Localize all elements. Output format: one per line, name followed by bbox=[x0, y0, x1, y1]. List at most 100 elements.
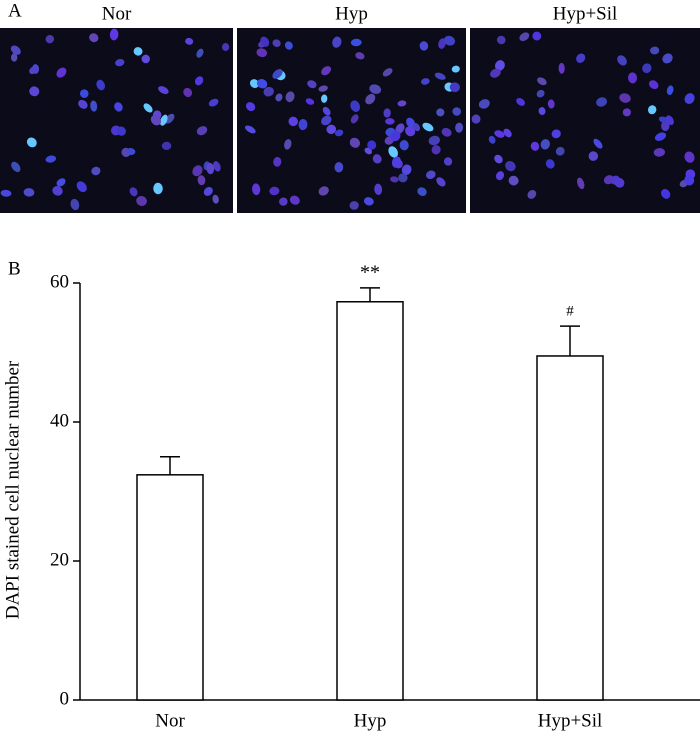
nucleus bbox=[436, 108, 445, 117]
nucleus bbox=[109, 28, 119, 41]
nucleus bbox=[365, 93, 376, 105]
nucleus bbox=[451, 65, 460, 73]
nucleus bbox=[349, 201, 359, 210]
nucleus bbox=[45, 155, 57, 163]
nucleus bbox=[272, 39, 281, 48]
nucleus bbox=[508, 175, 519, 186]
nucleus bbox=[650, 46, 660, 55]
micrograph bbox=[0, 28, 233, 213]
nucleus bbox=[530, 141, 540, 151]
nucleus bbox=[321, 115, 332, 126]
nucleus bbox=[537, 77, 547, 86]
nucleus bbox=[115, 58, 125, 67]
nucleus bbox=[197, 175, 206, 186]
nucleus bbox=[684, 151, 695, 163]
nucleus bbox=[420, 78, 430, 85]
nucleus bbox=[11, 161, 21, 173]
nucleus bbox=[449, 82, 460, 93]
nucleus bbox=[321, 66, 332, 76]
nucleus bbox=[165, 113, 175, 124]
nucleus bbox=[665, 115, 674, 126]
nucleus bbox=[332, 36, 342, 48]
nucleus bbox=[367, 140, 377, 150]
nucleus bbox=[192, 165, 203, 177]
nucleus bbox=[349, 137, 361, 148]
nucleus bbox=[538, 107, 546, 116]
nucleus bbox=[363, 197, 374, 206]
nucleus bbox=[326, 124, 337, 135]
nucleus bbox=[519, 32, 530, 42]
nucleus bbox=[29, 66, 37, 75]
image-label: Hyp bbox=[335, 3, 368, 24]
y-axis-label: DAPI stained cell nuclear number bbox=[2, 360, 23, 619]
nucleus bbox=[648, 80, 659, 90]
nucleus bbox=[369, 84, 382, 94]
nucleus bbox=[206, 162, 215, 175]
nucleus bbox=[397, 100, 407, 107]
nucleus bbox=[383, 108, 391, 118]
nucleus bbox=[428, 135, 440, 146]
nucleus bbox=[26, 137, 37, 148]
nucleus bbox=[136, 196, 147, 206]
nucleus bbox=[158, 86, 169, 95]
nucleus bbox=[455, 122, 464, 133]
nucleus bbox=[355, 52, 365, 60]
nucleus bbox=[305, 98, 315, 105]
nucleus bbox=[382, 68, 393, 77]
nucleus bbox=[412, 122, 421, 132]
nucleus bbox=[503, 128, 512, 138]
panel-label: B bbox=[8, 258, 21, 279]
nucleus bbox=[89, 33, 99, 43]
nucleus bbox=[90, 100, 98, 112]
nucleus bbox=[307, 80, 317, 89]
nucleus bbox=[443, 35, 456, 46]
nucleus bbox=[436, 177, 446, 187]
nucleus bbox=[622, 108, 631, 117]
nucleus bbox=[661, 120, 670, 132]
error-bar bbox=[360, 287, 380, 302]
nucleus bbox=[588, 151, 599, 161]
nucleus bbox=[256, 79, 268, 89]
nucleus bbox=[318, 85, 328, 92]
nucleus bbox=[398, 173, 408, 183]
nucleus bbox=[577, 177, 585, 190]
nucleus bbox=[653, 148, 666, 157]
nucleus bbox=[505, 160, 516, 172]
nucleus bbox=[183, 87, 193, 98]
nucleus bbox=[161, 141, 172, 150]
nucleus bbox=[555, 146, 565, 156]
nucleus bbox=[494, 60, 505, 71]
nucleus bbox=[56, 178, 66, 187]
nucleus bbox=[647, 105, 657, 115]
nucleus bbox=[443, 157, 453, 166]
nucleus bbox=[208, 98, 219, 107]
nucleus bbox=[153, 182, 163, 195]
nucleus bbox=[401, 164, 412, 176]
nucleus bbox=[399, 140, 409, 151]
nucleus bbox=[438, 38, 446, 49]
nucleus bbox=[252, 183, 261, 196]
y-tick-label: 60 bbox=[50, 271, 69, 292]
nucleus bbox=[289, 195, 300, 205]
nucleus bbox=[212, 194, 219, 204]
nucleus bbox=[321, 94, 328, 103]
nucleus bbox=[284, 41, 293, 50]
nucleus bbox=[133, 47, 143, 56]
nucleus bbox=[116, 126, 126, 136]
nucleus bbox=[603, 175, 614, 185]
nucleus bbox=[540, 139, 551, 150]
nucleus bbox=[245, 102, 256, 112]
nucleus bbox=[490, 68, 501, 78]
nucleus bbox=[532, 31, 542, 41]
nucleus bbox=[334, 129, 344, 137]
nucleus bbox=[288, 116, 298, 127]
nucleus bbox=[617, 55, 627, 66]
image-label: Nor bbox=[102, 3, 132, 24]
nucleus bbox=[222, 43, 230, 52]
nucleus bbox=[350, 100, 361, 112]
nucleus bbox=[434, 72, 446, 80]
nucleus bbox=[551, 129, 561, 139]
nucleus bbox=[80, 89, 89, 98]
nucleus bbox=[244, 125, 256, 134]
nucleus bbox=[0, 189, 12, 197]
